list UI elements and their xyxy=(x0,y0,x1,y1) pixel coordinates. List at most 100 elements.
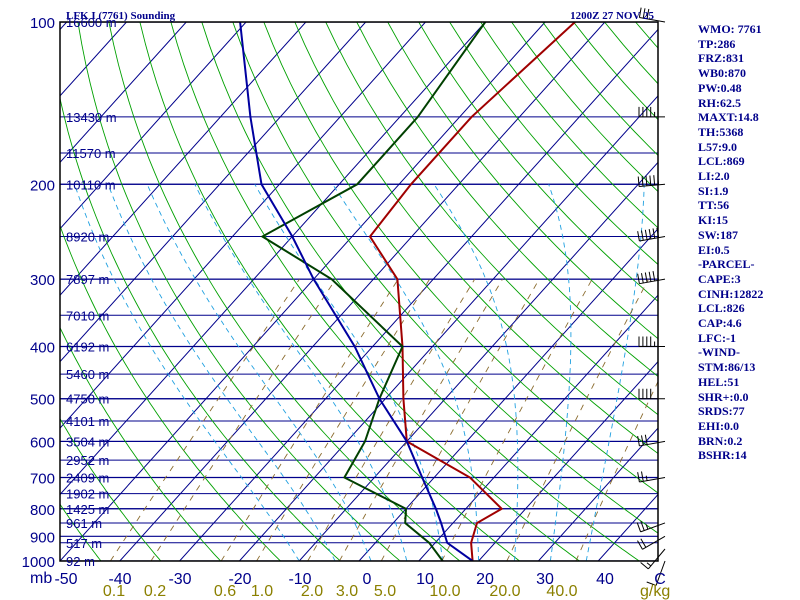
isotherm-line xyxy=(358,228,658,561)
height-label: 7010 m xyxy=(66,308,109,323)
wind-barb-flag xyxy=(641,230,644,241)
dry-adiabat-line xyxy=(449,22,658,265)
mixing-ratio-tick-label: 0.2 xyxy=(144,583,166,600)
wind-barb-flag xyxy=(640,562,649,570)
wind-barb xyxy=(638,7,666,23)
isotherm-line xyxy=(298,161,658,561)
pressure-tick-label: 1000 xyxy=(22,554,55,571)
wind-barb-staff xyxy=(639,440,666,447)
wind-barb-flag xyxy=(637,472,640,483)
isotherm-line xyxy=(239,95,658,561)
wind-barb-flag xyxy=(637,176,640,187)
wind-barb-half xyxy=(645,524,649,530)
pressure-tick-label: 900 xyxy=(30,529,55,546)
index-item: HEL:51 xyxy=(698,374,740,389)
mixing-ratio-tick-label: 10.0 xyxy=(429,583,460,600)
isotherm-line xyxy=(478,360,658,561)
wind-barb-half xyxy=(646,562,652,567)
index-item: RH:62.5 xyxy=(698,95,741,110)
dry-adiabat-line xyxy=(108,22,461,561)
temperature-tick-label: 20 xyxy=(476,571,494,588)
wind-barb-flag xyxy=(642,8,646,19)
wind-barb xyxy=(638,336,665,348)
wind-barb-staff xyxy=(639,16,666,23)
wind-barb-flag xyxy=(656,227,660,238)
wind-barb-half xyxy=(645,475,648,481)
index-item: CAP:4.6 xyxy=(698,316,742,331)
dry-adiabat-line xyxy=(60,326,222,561)
plot-background xyxy=(60,22,658,561)
wind-barb xyxy=(646,560,666,586)
pressure-tick-label: 600 xyxy=(30,434,55,451)
dry-adiabat-line xyxy=(170,22,581,561)
wind-barb xyxy=(640,548,666,570)
dry-adiabat-line xyxy=(60,417,162,561)
index-item: PW:0.48 xyxy=(698,80,742,95)
pressure-unit-label: mb xyxy=(30,570,52,587)
isotherm-line xyxy=(60,22,367,363)
dry-adiabat-line xyxy=(387,22,658,340)
height-label: 961 m xyxy=(66,516,102,531)
index-item: MAXT:14.8 xyxy=(698,110,759,125)
wind-barb xyxy=(638,388,665,400)
mixing-ratio-tick-label: 0.6 xyxy=(214,583,236,600)
wind-barb-flag xyxy=(646,581,657,586)
index-item: L57:9.0 xyxy=(698,139,737,154)
wind-barb xyxy=(637,434,666,447)
mixing-ratio-tick-label: 3.0 xyxy=(336,583,358,600)
temperature-tick-label: 10 xyxy=(416,571,434,588)
moist-adiabat-line xyxy=(107,184,336,561)
wind-barb-flag xyxy=(644,272,648,283)
dry-adiabat-line xyxy=(77,22,401,561)
dry-adiabat-line xyxy=(60,96,341,561)
index-item: WMO: 7761 xyxy=(698,22,762,36)
moist-adiabat-line xyxy=(146,184,372,561)
pressure-tick-label: 300 xyxy=(30,272,55,289)
wind-barb-flag xyxy=(638,7,642,18)
height-label: 6192 m xyxy=(66,340,109,355)
wind-barb-flag xyxy=(637,273,640,284)
isotherm-line xyxy=(60,22,247,230)
mixing-ratio-line xyxy=(220,278,399,561)
dry-adiabat-line xyxy=(263,22,658,494)
wind-barb xyxy=(638,106,665,118)
dry-adiabat-line xyxy=(356,22,658,377)
moist-adiabat-line xyxy=(433,184,519,561)
wind-barb-flag xyxy=(644,434,648,445)
height-label: 7897 m xyxy=(66,272,109,287)
isotherm-line xyxy=(0,22,7,561)
height-label: 5460 m xyxy=(66,367,109,382)
height-label: 517 m xyxy=(66,536,102,551)
index-item: CINH:12822 xyxy=(698,286,764,301)
wind-barb-flag xyxy=(646,8,650,19)
pressure-tick-label: 700 xyxy=(30,471,55,488)
wind-barb xyxy=(637,471,666,483)
height-label: 4750 m xyxy=(66,392,109,407)
index-item: -WIND- xyxy=(698,345,740,360)
index-item: LCL:826 xyxy=(698,301,745,316)
height-label: 4101 m xyxy=(66,414,109,429)
plot-frame xyxy=(59,21,659,562)
wind-barb-flag xyxy=(641,471,644,482)
wind-barb-flag xyxy=(653,175,656,186)
index-item: LCL:869 xyxy=(698,154,745,169)
wind-barb xyxy=(637,271,666,285)
temperature-tick-label: 0 xyxy=(363,571,372,588)
isotherm-line xyxy=(60,22,187,164)
dry-adiabat-line xyxy=(201,22,640,561)
mixing-ratio-line xyxy=(575,380,658,561)
index-item: SI:1.9 xyxy=(698,183,729,198)
wind-barb-flag xyxy=(641,435,644,446)
pressure-tick-label: 500 xyxy=(30,392,55,409)
height-label: 1902 m xyxy=(66,487,109,502)
index-item: SW:187 xyxy=(698,227,739,242)
wind-barb-flag xyxy=(644,229,648,240)
index-item: BRN:0.2 xyxy=(698,433,743,448)
mixing-ratio-unit-label: g/kg xyxy=(640,583,670,600)
trace-temperature xyxy=(368,22,576,561)
wind-barb-flag xyxy=(652,271,656,282)
index-item: -PARCEL- xyxy=(698,257,755,272)
index-item: WB0:870 xyxy=(698,66,746,81)
index-item: TT:56 xyxy=(698,198,730,213)
